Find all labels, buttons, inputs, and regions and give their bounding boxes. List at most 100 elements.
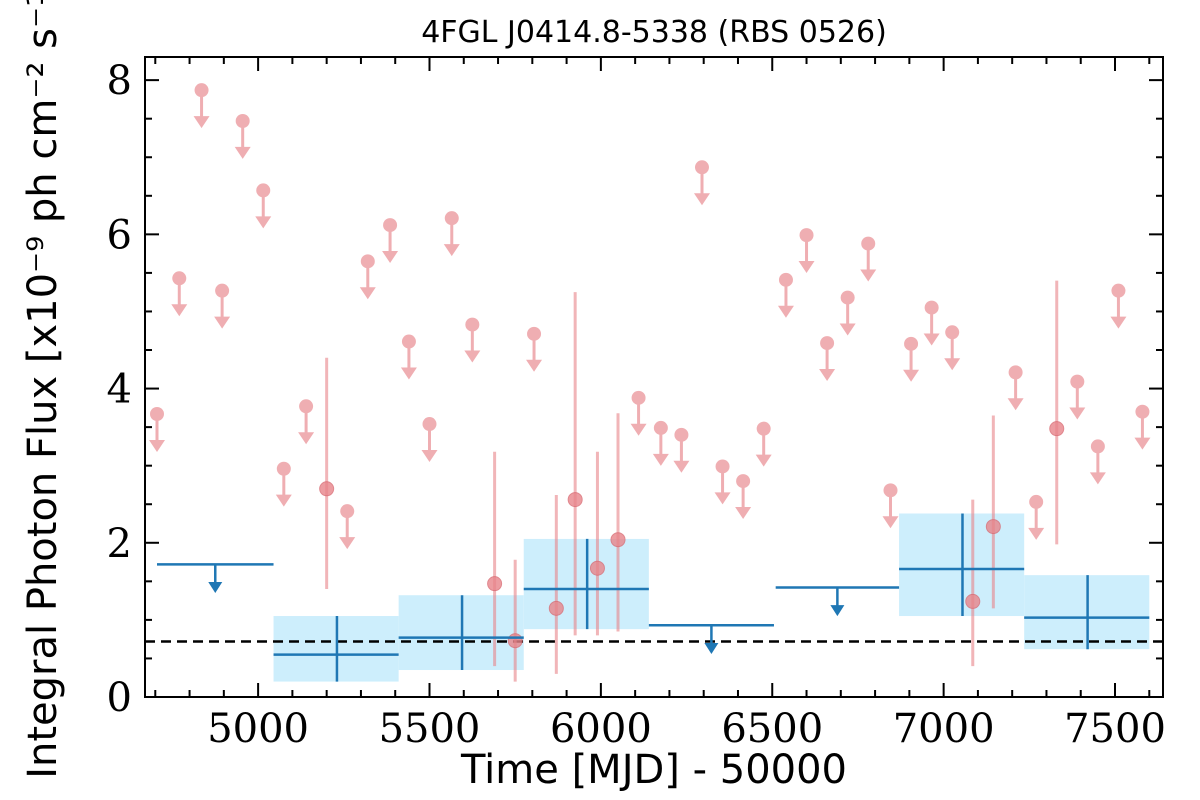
- short-bin-upper-limit-6: [275, 461, 292, 507]
- upper-limit-marker: [736, 474, 751, 489]
- detection-marker: [548, 600, 564, 616]
- detection-marker: [487, 576, 503, 592]
- short-bin-upper-limit-23: [777, 272, 794, 318]
- long-upper-limit-arrowhead: [208, 582, 223, 594]
- detection-marker: [567, 492, 583, 508]
- short-bin-upper-limit-9: [359, 254, 376, 300]
- short-bin-upper-limit-32: [1007, 365, 1024, 411]
- upper-limit-arrowhead: [148, 439, 165, 452]
- upper-limit-arrowhead: [819, 369, 836, 381]
- upper-limit-arrowhead: [903, 369, 920, 382]
- short-bin-upper-limit-7: [298, 399, 315, 445]
- long-bin-detection-2: [523, 538, 649, 630]
- upper-limit-marker: [465, 317, 480, 332]
- short-bin-upper-limit-8: [339, 504, 356, 550]
- short-bin-upper-limit-12: [421, 417, 438, 462]
- upper-limit-arrowhead: [673, 460, 690, 473]
- short-bin-detection-9: [1049, 280, 1065, 545]
- upper-limit-marker: [422, 417, 437, 432]
- detection-marker: [319, 481, 335, 497]
- long-upper-limit-arrowhead: [830, 605, 845, 617]
- short-bin-upper-limit-25: [819, 336, 836, 381]
- plot-area: [145, 83, 1163, 682]
- upper-limit-marker: [340, 504, 355, 519]
- short-bin-detection-1: [487, 451, 503, 667]
- short-bin-upper-limit-0: [148, 407, 165, 452]
- y-tick-label: 6: [107, 212, 132, 258]
- x-axis-label: Time [MJD] - 50000: [460, 747, 847, 793]
- upper-limit-marker: [840, 290, 855, 305]
- short-bin-upper-limit-36: [1110, 283, 1127, 329]
- short-bin-upper-limit-20: [714, 459, 731, 505]
- upper-limit-arrowhead: [193, 116, 210, 129]
- short-bin-detection-8: [985, 415, 1001, 609]
- upper-limit-marker: [653, 420, 668, 435]
- upper-limit-marker: [1008, 365, 1023, 380]
- upper-limit-arrowhead: [777, 305, 794, 318]
- short-bin-detection-4: [567, 292, 583, 636]
- short-bin-upper-limit-35: [1089, 439, 1106, 485]
- upper-limit-marker: [883, 483, 898, 498]
- upper-limit-arrowhead: [839, 323, 856, 336]
- x-tick-label: 5000: [207, 706, 309, 752]
- y-axis-label: Integral Photon Flux [x10⁻⁹ ph cm⁻² s⁻¹]: [20, 0, 66, 779]
- upper-limit-arrowhead: [1069, 407, 1086, 420]
- short-bin-upper-limit-16: [630, 390, 647, 436]
- upper-limit-marker: [401, 334, 416, 349]
- upper-limit-marker: [383, 218, 398, 233]
- long-bin-detection-1: [398, 595, 524, 671]
- long-bin-upper-limit-1: [648, 624, 774, 654]
- upper-limit-marker: [276, 461, 291, 476]
- short-bin-upper-limit-18: [673, 427, 690, 473]
- short-bin-upper-limit-34: [1069, 374, 1086, 420]
- upper-limit-marker: [194, 83, 209, 98]
- short-bin-upper-limit-26: [839, 290, 856, 336]
- upper-limit-marker: [799, 228, 814, 243]
- upper-limit-marker: [172, 271, 187, 286]
- upper-limit-marker: [215, 283, 230, 298]
- upper-limit-marker: [360, 254, 375, 269]
- upper-limit-marker: [631, 390, 646, 405]
- detection-marker: [985, 519, 1001, 535]
- upper-limit-arrowhead: [1110, 316, 1127, 329]
- upper-limit-arrowhead: [214, 316, 231, 329]
- long-bin-upper-limit-0: [156, 563, 274, 594]
- upper-limit-arrowhead: [298, 432, 315, 445]
- short-bin-detection-7: [965, 499, 981, 667]
- short-bin-upper-limit-5: [255, 183, 272, 229]
- upper-limit-marker: [1070, 374, 1085, 389]
- short-bin-upper-limit-28: [882, 483, 899, 529]
- upper-limit-marker: [527, 326, 542, 341]
- upper-limit-arrowhead: [339, 537, 356, 550]
- upper-limit-marker: [820, 336, 835, 351]
- short-bin-upper-limit-2: [193, 83, 210, 129]
- upper-limit-arrowhead: [1089, 472, 1106, 485]
- upper-limit-arrowhead: [923, 333, 940, 346]
- upper-limit-arrowhead: [1007, 398, 1024, 411]
- short-bin-upper-limit-29: [903, 336, 920, 382]
- short-bin-upper-limit-14: [464, 317, 481, 363]
- long-bin-detection-4: [1024, 575, 1150, 650]
- short-bin-upper-limit-13: [443, 211, 460, 257]
- short-bin-upper-limit-30: [923, 300, 940, 346]
- upper-limit-marker: [1111, 283, 1126, 298]
- upper-limit-marker: [1090, 439, 1105, 454]
- upper-limit-arrowhead: [421, 449, 438, 462]
- upper-limit-marker: [945, 325, 960, 340]
- short-bin-detection-6: [610, 413, 626, 632]
- short-bin-upper-limit-10: [382, 218, 399, 264]
- upper-limit-arrowhead: [1028, 527, 1045, 540]
- long-upper-limit-arrowhead: [704, 642, 719, 654]
- y-tick-label: 2: [107, 521, 132, 567]
- short-bin-upper-limit-22: [755, 421, 772, 467]
- upper-limit-arrowhead: [1134, 437, 1151, 450]
- long-bin-detection-3: [899, 513, 1025, 617]
- upper-limit-marker: [924, 300, 939, 315]
- short-bin-upper-limit-3: [214, 283, 231, 329]
- upper-limit-arrowhead: [275, 494, 292, 507]
- short-bin-upper-limit-11: [400, 334, 417, 380]
- upper-limit-marker: [904, 336, 919, 351]
- upper-limit-arrowhead: [255, 216, 272, 229]
- upper-limit-marker: [861, 236, 876, 251]
